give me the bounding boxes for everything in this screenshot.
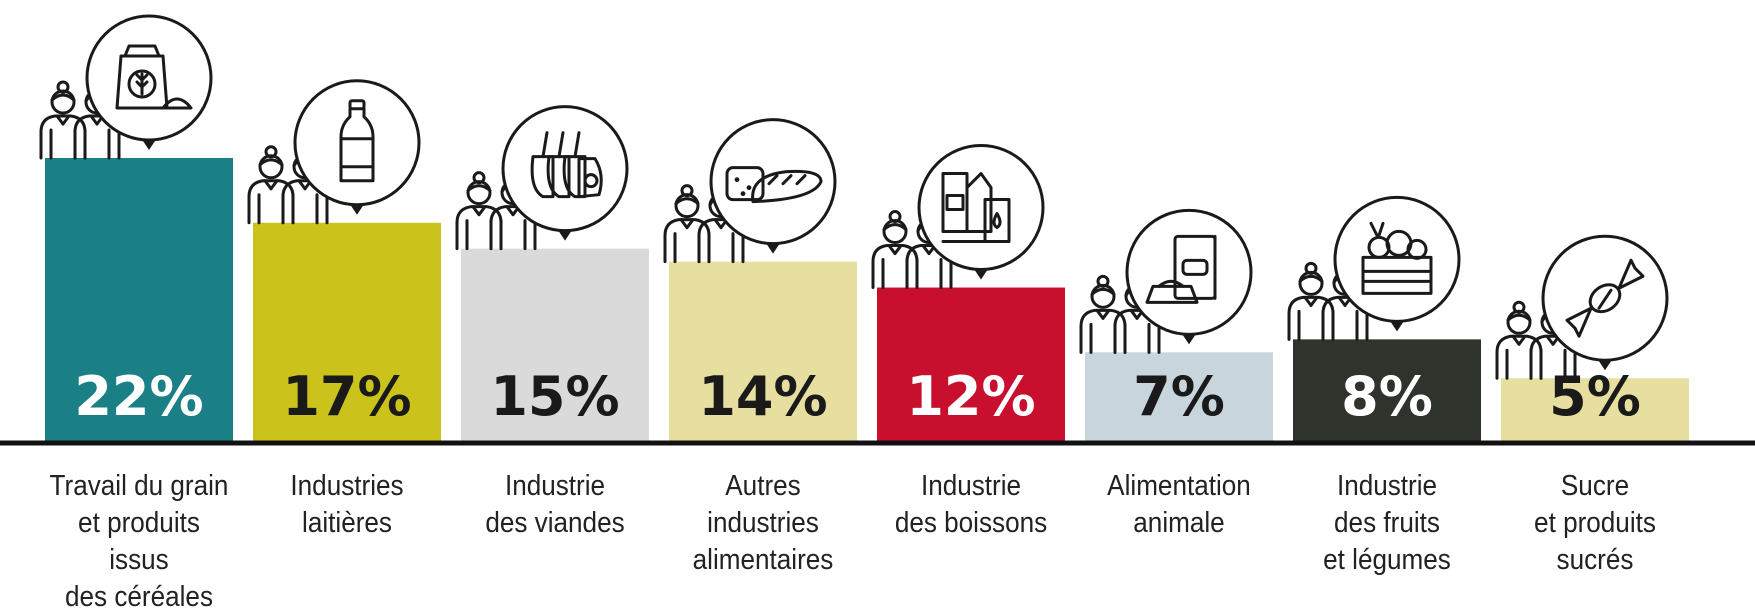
bar bbox=[669, 261, 857, 443]
bar-value-label: 5% bbox=[1549, 365, 1641, 428]
bar-value-label: 22% bbox=[74, 365, 203, 428]
bar bbox=[253, 222, 441, 443]
bar bbox=[877, 287, 1065, 443]
category-label: Industries laitières bbox=[290, 470, 404, 539]
bar-value-label: 14% bbox=[698, 365, 827, 428]
bar-value-label: 12% bbox=[906, 365, 1035, 428]
candy-icon bbox=[1541, 234, 1669, 371]
bar bbox=[1085, 352, 1273, 443]
bar-value-label: 15% bbox=[490, 365, 619, 428]
grain-sack-icon bbox=[85, 14, 213, 150]
bar bbox=[1293, 339, 1481, 443]
vegetable-crate-icon bbox=[1333, 195, 1461, 332]
bar-chart: 22% 17% 15% 14% 12% 7% 8% 5% bbox=[0, 14, 1755, 446]
milk-bottle-icon bbox=[293, 79, 421, 215]
workers-icon bbox=[871, 210, 953, 290]
bread-icon bbox=[709, 118, 837, 254]
bar bbox=[461, 248, 649, 443]
category-label: Industrie des viandes bbox=[485, 470, 625, 539]
icons-layer bbox=[85, 14, 1669, 371]
pet-food-icon bbox=[1125, 208, 1253, 345]
category-label: Sucre et produits sucrés bbox=[1534, 470, 1656, 576]
values-layer: 22% 17% 15% 14% 12% 7% 8% 5% bbox=[74, 365, 1640, 428]
bar bbox=[1501, 378, 1689, 443]
bar-value-label: 8% bbox=[1341, 365, 1433, 428]
bar bbox=[45, 158, 233, 443]
category-label: Industrie des fruits et légumes bbox=[1323, 470, 1451, 576]
workers-icon bbox=[455, 171, 537, 251]
category-label: Autres industries alimentaires bbox=[692, 470, 834, 576]
meat-rack-icon bbox=[501, 105, 629, 241]
bar-value-label: 17% bbox=[282, 365, 411, 428]
beverage-cartons-icon bbox=[917, 144, 1045, 280]
category-label: Industrie des boissons bbox=[894, 470, 1048, 539]
category-label: Alimentation animale bbox=[1107, 470, 1251, 539]
category-label: Travail du grain et produits issus des c… bbox=[49, 470, 229, 613]
bar-value-label: 7% bbox=[1133, 365, 1225, 428]
bars-layer bbox=[45, 158, 1689, 443]
